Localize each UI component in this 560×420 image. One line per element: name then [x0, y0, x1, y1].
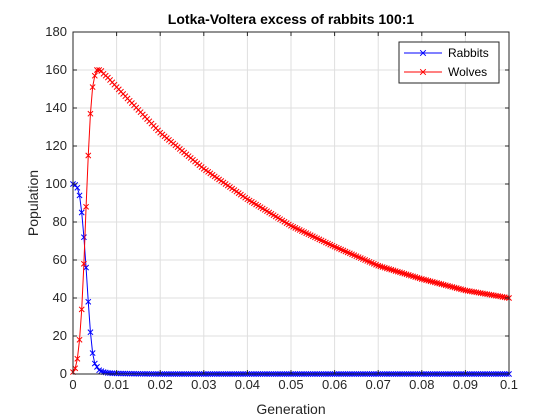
data-point-wolves	[455, 285, 462, 292]
legend-marker-wolves	[419, 68, 427, 76]
y-tick-label: 120	[45, 138, 67, 153]
data-point-wolves	[425, 277, 432, 284]
data-point-wolves	[423, 277, 430, 284]
data-point-wolves	[94, 67, 100, 73]
data-point-wolves	[91, 72, 98, 79]
data-point-wolves	[431, 279, 438, 286]
data-point-wolves	[87, 110, 94, 117]
data-point-wolves	[458, 286, 464, 293]
data-point-wolves	[427, 278, 434, 285]
x-tick-label: 0.01	[104, 377, 129, 392]
y-tick-label: 180	[45, 24, 67, 39]
data-point-wolves	[451, 284, 458, 291]
legend-label-wolves: Wolves	[448, 65, 487, 79]
data-point-wolves	[418, 276, 425, 282]
data-point-wolves	[445, 282, 451, 289]
legend-label-rabbits: Rabbits	[448, 46, 489, 60]
data-point-rabbits	[83, 264, 90, 271]
y-tick-label: 160	[45, 62, 67, 77]
data-point-wolves	[74, 355, 81, 362]
data-point-rabbits	[78, 209, 85, 216]
legend-marker-rabbits	[419, 49, 427, 57]
legend-box	[398, 41, 500, 84]
x-tick-label: 0.07	[366, 377, 391, 392]
data-point-wolves	[449, 284, 456, 290]
data-point-wolves	[83, 203, 90, 210]
x-axis-label: Generation	[256, 401, 325, 417]
legend: Rabbits Wolves	[398, 41, 500, 84]
x-tick-label: 0.04	[235, 377, 260, 392]
data-point-rabbits	[80, 234, 87, 241]
y-tick-label: 60	[53, 252, 67, 267]
data-point-wolves	[434, 280, 441, 286]
data-point-wolves	[421, 276, 427, 283]
series-wolves	[70, 67, 512, 376]
data-point-rabbits	[85, 298, 92, 305]
data-point-wolves	[429, 278, 436, 285]
data-point-wolves	[76, 336, 83, 343]
x-tick-label: 0.1	[500, 377, 518, 392]
data-point-wolves	[438, 281, 445, 288]
y-tick-label: 20	[53, 328, 67, 343]
data-point-wolves	[85, 152, 92, 159]
data-point-wolves	[89, 84, 96, 91]
ticks: 0 0.01 0.02 0.03 0.04 0.05 0.06 0.07 0.08 0.09 0.1…	[45, 24, 518, 392]
data-point-wolves	[436, 280, 443, 287]
x-tick-label: 0.06	[322, 377, 347, 392]
data-point-wolves	[447, 283, 454, 290]
data-point-rabbits	[76, 192, 83, 199]
x-tick-label: 0.05	[278, 377, 303, 392]
legend-item-wolves: Wolves	[404, 65, 487, 79]
x-tick-label: 0.02	[148, 377, 173, 392]
y-tick-label: 100	[45, 176, 67, 191]
y-tick-label: 80	[53, 214, 67, 229]
x-tick-label: 0.09	[453, 377, 478, 392]
y-tick-label: 0	[60, 366, 67, 381]
data-point-wolves	[442, 282, 449, 289]
data-point-wolves	[440, 281, 447, 288]
data-point-wolves	[78, 306, 85, 313]
x-tick-label: 0.03	[191, 377, 216, 392]
chart-title: Lotka-Voltera excess of rabbits 100:1	[168, 11, 415, 27]
legend-item-rabbits: Rabbits	[404, 46, 489, 60]
x-tick-label: 0.08	[409, 377, 434, 392]
data-point-rabbits	[87, 329, 94, 336]
data-point-wolves	[460, 286, 467, 293]
y-tick-label: 40	[53, 290, 67, 305]
data-point-wolves	[80, 260, 87, 267]
y-axis-label: Population	[25, 170, 41, 236]
x-tick-label: 0	[69, 377, 76, 392]
data-point-rabbits	[91, 360, 98, 367]
data-point-rabbits	[89, 350, 96, 357]
data-point-rabbits	[74, 184, 81, 191]
data-point-wolves	[453, 285, 460, 292]
y-tick-label: 140	[45, 100, 67, 115]
